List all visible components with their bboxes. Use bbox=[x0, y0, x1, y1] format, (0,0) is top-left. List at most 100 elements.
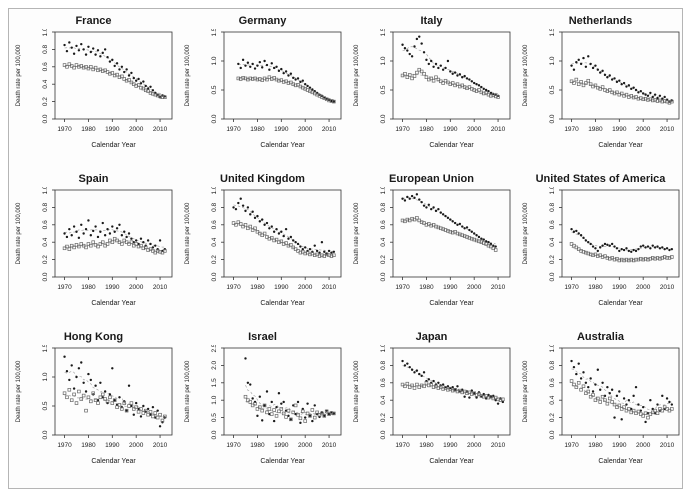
panel-hong-kong: Hong Kong 1970 1980 1990 2000 2010 Calendar Y… bbox=[9, 327, 178, 485]
y-axis-label: Death rate per 100,000 bbox=[185, 360, 191, 422]
x-axis-label: Calendar Year bbox=[598, 300, 643, 307]
y-axis: 0.0 0.2 0.4 0.6 0.8 1.0 Death rate per 100,000 bbox=[354, 345, 393, 440]
svg-text:2000: 2000 bbox=[298, 284, 313, 291]
series-2-open-points bbox=[569, 77, 674, 105]
x-axis-label: Calendar Year bbox=[91, 458, 136, 465]
svg-text:0.0: 0.0 bbox=[380, 430, 387, 439]
hong-kong-chart: 1970 1980 1990 2000 2010 Calendar Year 0.0 0.5 1… bbox=[16, 345, 173, 465]
svg-text:1.5: 1.5 bbox=[211, 378, 218, 387]
trend-line-open bbox=[402, 73, 499, 97]
svg-text:0.5: 0.5 bbox=[380, 85, 387, 94]
x-axis: 1970 1980 1990 2000 2010 Calendar Year bbox=[226, 119, 337, 149]
plot-grid: France 1970 1980 1990 2000 2010 Calendar Year… bbox=[9, 11, 682, 485]
germany-chart: 1970 1980 1990 2000 2010 Calendar Year 0.0 0.5 1… bbox=[185, 29, 342, 149]
series-2-open-points bbox=[62, 388, 167, 423]
svg-text:2010: 2010 bbox=[322, 284, 337, 291]
svg-text:0.0: 0.0 bbox=[42, 272, 49, 281]
svg-text:0.4: 0.4 bbox=[380, 237, 387, 246]
svg-text:1970: 1970 bbox=[564, 126, 579, 133]
x-axis-label: Calendar Year bbox=[260, 458, 305, 465]
trend-line-filled bbox=[64, 370, 166, 420]
series-2-open-points bbox=[243, 394, 336, 423]
svg-text:0.0: 0.0 bbox=[549, 114, 556, 123]
panel-usa: United States of America 1970 1980 1990 200… bbox=[516, 169, 685, 327]
plot-box bbox=[223, 189, 342, 278]
svg-text:1.5: 1.5 bbox=[211, 29, 218, 37]
svg-text:0.8: 0.8 bbox=[42, 45, 49, 54]
netherlands-chart: 1970 1980 1990 2000 2010 Calendar Year 0.0 0.5 1… bbox=[523, 29, 680, 149]
panel-israel: Israel 1970 1980 1990 2000 2010 Calendar Year… bbox=[178, 327, 347, 485]
svg-text:2010: 2010 bbox=[491, 126, 506, 133]
svg-text:0.2: 0.2 bbox=[380, 413, 387, 422]
panel-title: European Union bbox=[389, 173, 474, 185]
svg-text:0.0: 0.0 bbox=[211, 272, 218, 281]
trend-line-filled bbox=[571, 368, 672, 411]
plot-box bbox=[54, 347, 173, 436]
x-axis: 1970 1980 1990 2000 2010 Calendar Year bbox=[226, 435, 337, 465]
svg-text:0.2: 0.2 bbox=[549, 413, 556, 422]
svg-text:0.5: 0.5 bbox=[211, 413, 218, 422]
svg-text:1990: 1990 bbox=[443, 126, 458, 133]
panel-title: France bbox=[75, 15, 112, 27]
series-1-filled-points bbox=[63, 219, 167, 253]
plot-box bbox=[223, 31, 342, 120]
trend-line-open bbox=[233, 223, 334, 256]
svg-text:0.4: 0.4 bbox=[549, 237, 556, 246]
series-2-open-points bbox=[236, 75, 336, 104]
svg-text:1970: 1970 bbox=[226, 126, 241, 133]
svg-text:0.5: 0.5 bbox=[42, 401, 49, 410]
panel-title: Hong Kong bbox=[63, 331, 124, 343]
plot-box bbox=[223, 347, 342, 436]
svg-text:2010: 2010 bbox=[322, 126, 337, 133]
x-axis: 1970 1980 1990 2000 2010 Calendar Year bbox=[564, 277, 675, 307]
svg-text:1990: 1990 bbox=[443, 442, 458, 449]
svg-text:1980: 1980 bbox=[419, 442, 434, 449]
plot-box bbox=[561, 31, 680, 120]
svg-text:0.8: 0.8 bbox=[380, 203, 387, 212]
svg-text:0.6: 0.6 bbox=[211, 220, 218, 229]
panel-european-union: European Union 1970 1980 1990 2000 2010 Calen… bbox=[347, 169, 516, 327]
svg-text:2000: 2000 bbox=[298, 442, 313, 449]
svg-text:1980: 1980 bbox=[588, 284, 603, 291]
x-axis-label: Calendar Year bbox=[429, 458, 474, 465]
svg-text:1990: 1990 bbox=[274, 442, 289, 449]
y-axis: 0.0 0.5 1.0 1.5 2.0 2.5 Death rate per 100,000 bbox=[185, 345, 224, 440]
svg-text:0.2: 0.2 bbox=[211, 255, 218, 264]
svg-text:1970: 1970 bbox=[564, 284, 579, 291]
svg-text:1970: 1970 bbox=[57, 284, 72, 291]
trend-line-open bbox=[402, 385, 503, 400]
svg-text:2010: 2010 bbox=[491, 442, 506, 449]
svg-text:1.0: 1.0 bbox=[211, 395, 218, 404]
plot-box bbox=[561, 347, 680, 436]
series-2-open-points bbox=[62, 62, 167, 99]
svg-text:0.8: 0.8 bbox=[380, 361, 387, 370]
svg-text:2000: 2000 bbox=[636, 442, 651, 449]
svg-text:0.8: 0.8 bbox=[549, 361, 556, 370]
series-1-filled-points bbox=[401, 35, 500, 98]
svg-text:1980: 1980 bbox=[250, 126, 265, 133]
panel-title: Germany bbox=[238, 15, 287, 27]
svg-text:2000: 2000 bbox=[129, 284, 144, 291]
svg-text:0.8: 0.8 bbox=[549, 203, 556, 212]
svg-text:1990: 1990 bbox=[612, 126, 627, 133]
series-1-filled-points bbox=[570, 359, 674, 424]
svg-text:0.8: 0.8 bbox=[211, 203, 218, 212]
svg-text:1970: 1970 bbox=[395, 284, 410, 291]
svg-text:1970: 1970 bbox=[395, 442, 410, 449]
series-1-filled-points bbox=[570, 227, 674, 253]
panel-japan: Japan 1970 1980 1990 2000 2010 Calendar Year 0… bbox=[347, 327, 516, 485]
svg-text:2000: 2000 bbox=[298, 126, 313, 133]
x-axis-label: Calendar Year bbox=[429, 142, 474, 149]
y-axis: 0.0 0.2 0.4 0.6 0.8 1.0 Death rate per 100,000 bbox=[523, 187, 562, 282]
x-axis: 1970 1980 1990 2000 2010 Calendar Year bbox=[57, 435, 168, 465]
svg-text:1.0: 1.0 bbox=[549, 345, 556, 353]
series-1-filled-points bbox=[401, 359, 505, 405]
svg-text:0.4: 0.4 bbox=[549, 395, 556, 404]
svg-text:0.6: 0.6 bbox=[380, 220, 387, 229]
trend-line-filled bbox=[64, 47, 165, 96]
y-axis: 0.0 0.2 0.4 0.6 0.8 1.0 Death rate per 100,000 bbox=[16, 187, 55, 282]
